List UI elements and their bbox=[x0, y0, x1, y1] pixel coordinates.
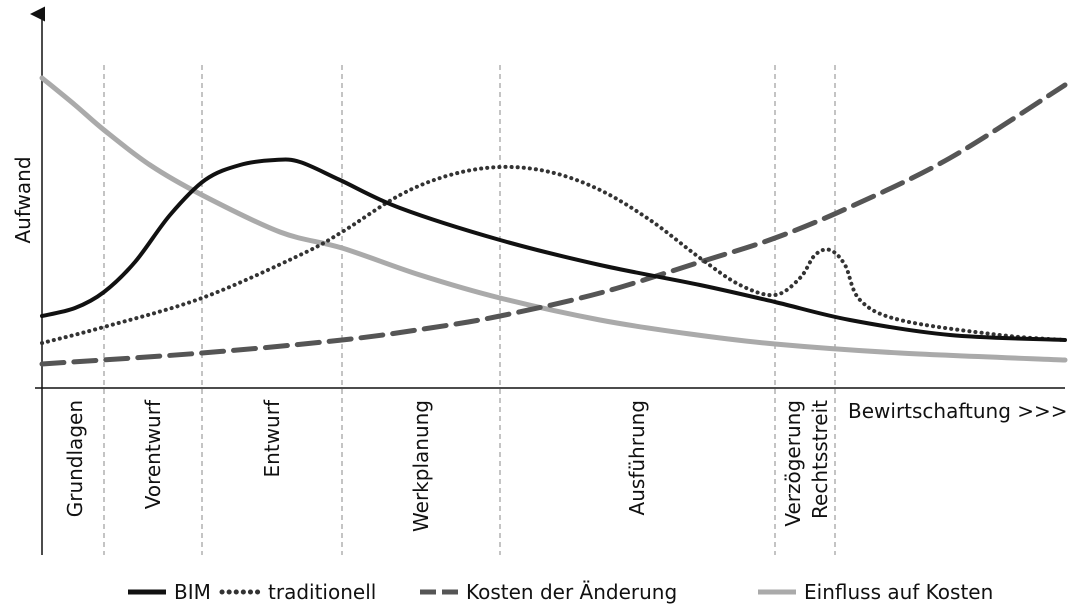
curve-einfluss bbox=[39, 75, 1068, 363]
phase-label: Entwurf bbox=[260, 399, 284, 477]
x-end-label: Bewirtschaftung >>> bbox=[848, 399, 1068, 423]
phase-label: Grundlagen bbox=[63, 400, 87, 517]
legend-label: Kosten der Änderung bbox=[466, 580, 677, 604]
legend: BIM traditionell Kosten der Änderung Ein… bbox=[128, 580, 993, 604]
legend-label: BIM bbox=[174, 580, 211, 604]
phase-label: Ausführung bbox=[625, 400, 649, 515]
phase-label: Rechtsstreit bbox=[808, 400, 832, 519]
phase-label: Verzögerung bbox=[781, 400, 805, 527]
phase-separators bbox=[103, 65, 836, 555]
legend-label: traditionell bbox=[268, 580, 376, 604]
phase-label: Werkplanung bbox=[409, 400, 433, 532]
y-axis-label: Aufwand bbox=[11, 156, 35, 243]
curve-traditionell bbox=[40, 164, 1067, 345]
curve-kosten bbox=[39, 82, 1068, 367]
legend-label: Einfluss auf Kosten bbox=[804, 580, 993, 604]
curve-bim bbox=[40, 157, 1067, 342]
phase-label: Vorentwurf bbox=[141, 399, 165, 509]
